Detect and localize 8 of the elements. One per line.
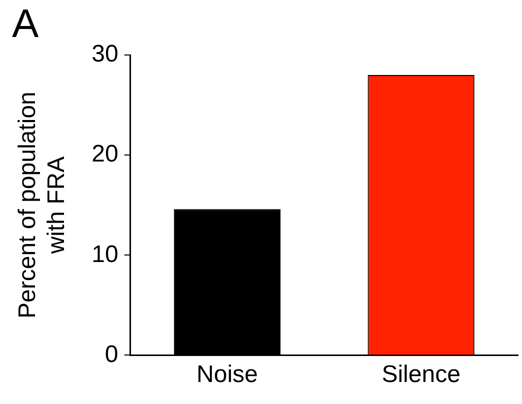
x-tick-label: Silence <box>382 361 460 388</box>
text: A <box>12 2 39 46</box>
x-tick-label: Noise <box>196 361 258 388</box>
y-tick-label: 30 <box>92 40 118 68</box>
y-tick-label: 0 <box>104 340 118 368</box>
y-tick-label: 20 <box>92 140 118 168</box>
y-tick-label: 10 <box>92 240 118 268</box>
y-axis-title: Percent of population with FRA <box>14 92 70 319</box>
